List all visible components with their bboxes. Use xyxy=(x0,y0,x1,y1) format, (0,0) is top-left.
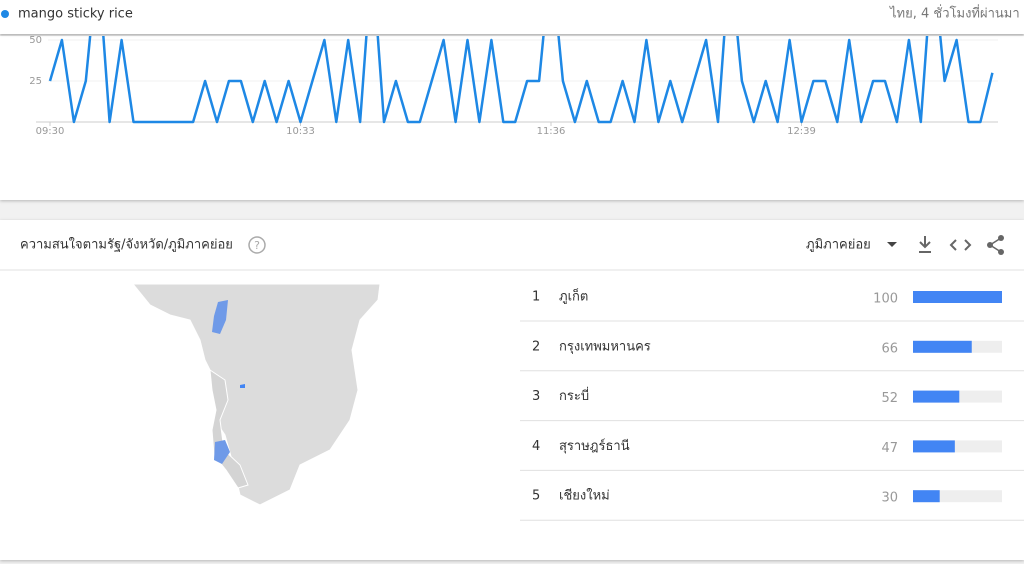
embed-icon[interactable] xyxy=(949,239,972,251)
header: mango sticky rice ไทย, 4 ชั่วโมงที่ผ่านม… xyxy=(1,5,1020,22)
x-tick-label: 10:33 xyxy=(286,126,315,137)
region-value: 52 xyxy=(881,391,898,406)
region-value: 66 xyxy=(881,341,898,356)
region-name: สุราษฎร์ธานี xyxy=(559,438,630,454)
x-tick-label: 11:36 xyxy=(537,126,566,137)
rank: 4 xyxy=(532,439,540,454)
region-value: 47 xyxy=(881,441,898,456)
y-tick-label: 50 xyxy=(29,36,42,46)
region-title: ความสนใจตามรัฐ/จังหวัด/ภูมิภาคย่อย xyxy=(20,237,233,253)
bar xyxy=(913,490,940,503)
region-value: 100 xyxy=(873,292,898,307)
y-tick-label: 25 xyxy=(29,76,42,87)
series-line xyxy=(48,36,994,124)
bar xyxy=(913,291,1002,303)
region-card: ความสนใจตามรัฐ/จังหวัด/ภูมิภาคย่อย ? ภูม… xyxy=(0,220,1024,560)
region-value: 30 xyxy=(881,491,898,506)
x-tick-label: 09:30 xyxy=(36,126,65,137)
region-name: ภูเก็ต xyxy=(559,287,588,305)
svg-text:?: ? xyxy=(254,239,260,252)
meta: ไทย, 4 ชั่วโมงที่ผ่านมา xyxy=(889,5,1020,22)
bar xyxy=(913,340,972,353)
dropdown-arrow[interactable] xyxy=(887,242,897,247)
region-panel: ความสนใจตามรัฐ/จังหวัด/ภูมิภาคย่อย ? ภูม… xyxy=(0,235,1024,521)
bar xyxy=(913,390,960,403)
bar xyxy=(913,440,955,453)
region-name: กระบี่ xyxy=(559,387,589,404)
help-icon[interactable]: ? xyxy=(248,236,266,254)
term: mango sticky rice xyxy=(18,7,133,22)
header-bar: mango sticky rice ไทย, 4 ชั่วโมงที่ผ่านม… xyxy=(0,0,1024,34)
map xyxy=(131,283,381,506)
share-icon[interactable] xyxy=(987,235,1004,255)
rank: 1 xyxy=(532,290,540,305)
region-name: เชียงใหม่ xyxy=(559,488,610,504)
rank: 5 xyxy=(532,489,540,504)
region-name: กรุงเทพมหานคร xyxy=(559,339,651,354)
chart: 25 50 09:30 10:33 11:36 12:39 xyxy=(29,36,998,137)
dropdown[interactable]: ภูมิภาคย่อย xyxy=(806,238,871,253)
series-dot xyxy=(1,10,9,18)
rank: 3 xyxy=(532,389,540,404)
x-tick-label: 12:39 xyxy=(787,126,816,137)
download-icon[interactable] xyxy=(919,236,931,253)
chart-card: 25 50 09:30 10:33 11:36 12:39 xyxy=(0,36,1024,200)
rank: 2 xyxy=(532,339,540,354)
